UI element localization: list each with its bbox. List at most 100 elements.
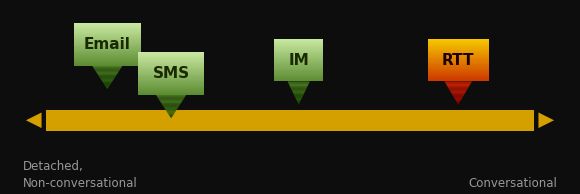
Polygon shape — [274, 45, 324, 46]
Polygon shape — [274, 44, 324, 45]
Polygon shape — [274, 53, 324, 54]
Polygon shape — [428, 54, 488, 55]
Polygon shape — [428, 64, 488, 65]
Polygon shape — [274, 42, 324, 43]
Polygon shape — [74, 53, 140, 54]
Polygon shape — [274, 65, 324, 66]
Polygon shape — [74, 31, 140, 32]
Polygon shape — [74, 65, 140, 66]
Polygon shape — [428, 57, 488, 58]
Polygon shape — [274, 46, 324, 47]
Polygon shape — [295, 98, 302, 99]
Polygon shape — [74, 54, 140, 55]
Polygon shape — [160, 101, 182, 102]
Polygon shape — [165, 109, 177, 110]
Polygon shape — [74, 37, 140, 38]
Polygon shape — [428, 63, 488, 64]
Polygon shape — [428, 74, 488, 75]
Polygon shape — [296, 99, 302, 100]
Polygon shape — [447, 85, 470, 86]
Polygon shape — [274, 75, 324, 76]
Polygon shape — [138, 52, 204, 53]
Polygon shape — [163, 106, 179, 107]
Polygon shape — [138, 60, 204, 61]
Polygon shape — [298, 102, 300, 104]
Polygon shape — [74, 64, 140, 65]
Polygon shape — [428, 67, 488, 68]
Polygon shape — [428, 79, 488, 80]
Polygon shape — [296, 100, 301, 101]
Polygon shape — [428, 73, 488, 74]
Polygon shape — [138, 66, 204, 67]
Polygon shape — [138, 73, 204, 74]
Polygon shape — [74, 43, 140, 44]
Polygon shape — [428, 66, 488, 67]
Polygon shape — [428, 51, 488, 52]
Polygon shape — [166, 110, 176, 111]
Polygon shape — [456, 101, 461, 102]
Polygon shape — [274, 69, 324, 70]
Polygon shape — [74, 61, 140, 62]
Text: Conversational: Conversational — [468, 177, 557, 190]
Polygon shape — [138, 77, 204, 78]
Polygon shape — [138, 91, 204, 92]
Polygon shape — [458, 104, 459, 105]
Polygon shape — [428, 76, 488, 77]
Polygon shape — [428, 77, 488, 78]
Polygon shape — [138, 68, 204, 69]
Polygon shape — [138, 64, 204, 65]
Polygon shape — [74, 41, 140, 42]
Polygon shape — [274, 76, 324, 77]
Polygon shape — [428, 52, 488, 53]
Polygon shape — [138, 54, 204, 55]
Polygon shape — [274, 56, 324, 57]
Polygon shape — [274, 50, 324, 51]
Polygon shape — [106, 87, 109, 88]
Polygon shape — [274, 63, 324, 64]
Text: RTT: RTT — [442, 53, 474, 68]
Polygon shape — [138, 79, 204, 80]
Polygon shape — [428, 75, 488, 76]
Polygon shape — [74, 39, 140, 40]
Polygon shape — [428, 58, 488, 59]
Polygon shape — [428, 46, 488, 47]
Polygon shape — [93, 67, 122, 68]
Polygon shape — [138, 78, 204, 79]
Polygon shape — [293, 93, 304, 94]
Polygon shape — [156, 95, 186, 96]
Polygon shape — [138, 86, 204, 87]
Polygon shape — [138, 58, 204, 59]
Polygon shape — [162, 104, 180, 106]
Polygon shape — [74, 49, 140, 50]
Polygon shape — [274, 41, 324, 42]
FancyBboxPatch shape — [46, 110, 534, 131]
Polygon shape — [74, 44, 140, 45]
Polygon shape — [74, 59, 140, 60]
Polygon shape — [138, 61, 204, 62]
Polygon shape — [288, 83, 309, 84]
Polygon shape — [74, 46, 140, 47]
Polygon shape — [291, 88, 306, 90]
Polygon shape — [138, 84, 204, 85]
Polygon shape — [161, 102, 182, 103]
Polygon shape — [428, 78, 488, 79]
Polygon shape — [95, 71, 119, 72]
Polygon shape — [274, 61, 324, 62]
Polygon shape — [274, 47, 324, 48]
Polygon shape — [274, 39, 324, 40]
Polygon shape — [450, 90, 467, 91]
Polygon shape — [74, 55, 140, 56]
Polygon shape — [74, 25, 140, 26]
Polygon shape — [295, 97, 303, 98]
Polygon shape — [274, 74, 324, 75]
Polygon shape — [99, 76, 115, 78]
Polygon shape — [74, 38, 140, 39]
Polygon shape — [138, 56, 204, 57]
Polygon shape — [138, 53, 204, 54]
Polygon shape — [96, 72, 118, 73]
Polygon shape — [274, 70, 324, 71]
Polygon shape — [444, 81, 472, 83]
Polygon shape — [274, 48, 324, 49]
Polygon shape — [74, 30, 140, 31]
Polygon shape — [102, 80, 113, 81]
